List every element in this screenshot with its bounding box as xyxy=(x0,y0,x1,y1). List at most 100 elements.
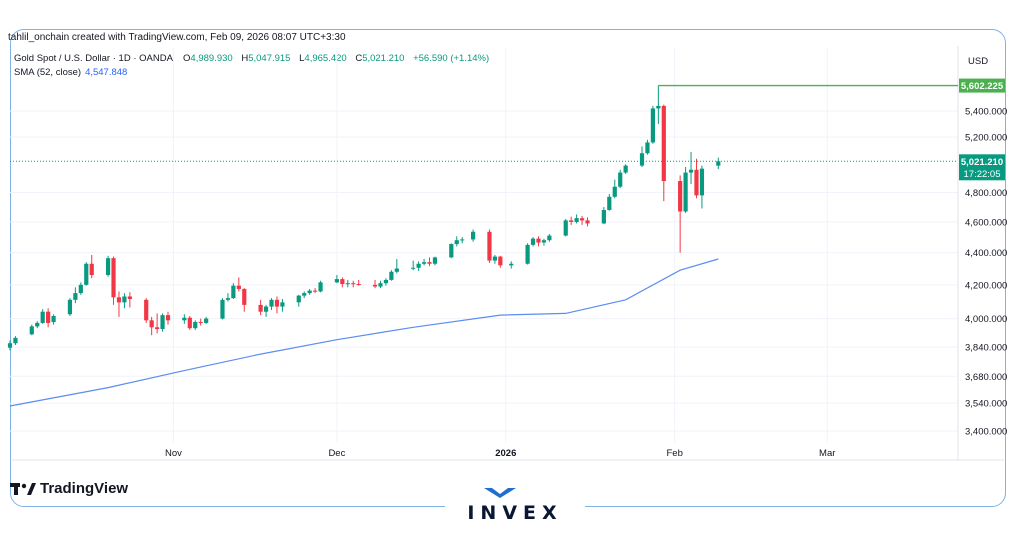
candle-body xyxy=(683,172,688,212)
candle-body xyxy=(84,263,89,285)
price-tick-label: 3,400.000 xyxy=(965,427,1007,438)
candle-body xyxy=(471,231,476,240)
candle-body xyxy=(541,240,547,243)
sma-line xyxy=(9,258,719,407)
candle-body xyxy=(105,258,111,276)
candle-body xyxy=(340,279,345,285)
low-value: 4,965.420 xyxy=(304,53,347,64)
candle-body xyxy=(313,290,318,292)
time-tick-label: Nov xyxy=(165,448,182,459)
attribution-text: tahlil_onchain created with TradingView.… xyxy=(8,32,346,43)
time-tick-label: 2026 xyxy=(495,448,516,459)
candle-body xyxy=(258,304,263,312)
candle-body xyxy=(530,238,536,245)
candle-body xyxy=(498,256,503,266)
candle-body xyxy=(432,257,438,264)
candle-body xyxy=(46,311,51,323)
candle-body xyxy=(601,209,606,224)
low-label: L xyxy=(299,53,305,64)
high-label: H xyxy=(241,53,249,64)
candle-body xyxy=(236,285,241,289)
candle-body xyxy=(492,256,497,261)
price-tick-label: 5,400.000 xyxy=(965,107,1007,118)
symbol-name[interactable]: Gold Spot / U.S. Dollar · 1D · OANDA xyxy=(14,53,173,64)
high-marker-label: 5,602.225 xyxy=(961,81,1004,92)
candle-body xyxy=(454,240,459,245)
candle-body xyxy=(372,284,378,287)
candle-body xyxy=(40,311,45,323)
candle-body xyxy=(144,299,149,321)
last-price-label: 5,021.210 xyxy=(961,157,1003,168)
candle-body xyxy=(127,296,132,299)
candle-body xyxy=(656,105,661,109)
candle-body xyxy=(661,105,666,182)
candle-body xyxy=(699,168,705,196)
candle-body xyxy=(51,315,56,323)
candle-body xyxy=(579,218,585,221)
candle-body xyxy=(334,279,339,283)
close-value: 5,021.210 xyxy=(362,53,405,64)
candle-body xyxy=(639,153,645,166)
candle-body xyxy=(525,244,530,264)
candle-body xyxy=(574,218,579,222)
candle-body xyxy=(269,299,274,307)
symbol-legend: Gold Spot / U.S. Dollar · 1D · OANDA O4,… xyxy=(14,53,495,64)
candle-body xyxy=(204,318,209,323)
candle-body xyxy=(225,298,231,300)
candle-body xyxy=(111,258,116,298)
bar-countdown-label: 17:22:05 xyxy=(964,169,1001,180)
candle-body xyxy=(198,322,203,324)
candle-body xyxy=(263,306,269,312)
candle-body xyxy=(29,326,34,335)
change-value: +56.590 (+1.14%) xyxy=(413,53,490,64)
candle-body xyxy=(356,284,361,286)
tradingview-wordmark: TradingView xyxy=(40,480,129,497)
time-tick-label: Mar xyxy=(819,448,835,459)
currency-label[interactable]: USD xyxy=(968,56,989,67)
tradingview-logo: TradingView xyxy=(10,480,128,497)
candle-body xyxy=(67,299,73,315)
candle-body xyxy=(694,169,699,196)
chart-frame xyxy=(10,29,1006,507)
candle-body xyxy=(678,181,683,212)
time-tick-label: Feb xyxy=(667,448,683,459)
candle-body xyxy=(421,262,427,264)
candle-body xyxy=(13,337,18,344)
candle-body xyxy=(449,244,454,258)
candle-body xyxy=(650,108,655,143)
candle-body xyxy=(7,343,13,348)
last-price-badge xyxy=(959,154,1005,181)
invex-chevron-icon xyxy=(484,488,516,498)
candle-body xyxy=(274,299,280,307)
candle-body xyxy=(35,322,40,327)
candle-body xyxy=(78,284,83,294)
time-tick-label: Dec xyxy=(328,448,345,459)
high-value: 5,047.915 xyxy=(248,53,291,64)
candle-body xyxy=(296,295,301,303)
price-tick-label: 5,200.000 xyxy=(965,133,1007,144)
candle-body xyxy=(242,288,247,305)
sma-value: 4,547.848 xyxy=(85,67,128,78)
candle-body xyxy=(155,327,160,330)
candle-body xyxy=(427,262,432,264)
high-marker-badge xyxy=(959,78,1005,93)
candle-body xyxy=(612,186,617,197)
candle-body xyxy=(487,231,492,261)
candle-body xyxy=(411,267,416,269)
candle-body xyxy=(73,293,78,300)
sma-label[interactable]: SMA (52, close) xyxy=(14,67,82,78)
candle-body xyxy=(149,320,154,328)
candle-body xyxy=(89,263,94,276)
candle-body xyxy=(416,263,421,268)
candle-body xyxy=(585,220,590,224)
price-tick-label: 4,800.000 xyxy=(965,188,1007,199)
tradingview-icon xyxy=(10,482,36,495)
price-tick-label: 4,400.000 xyxy=(965,248,1007,259)
candle-body xyxy=(187,317,192,329)
candle-body xyxy=(383,279,389,284)
candle-body xyxy=(536,238,541,243)
candle-body xyxy=(318,282,323,292)
candle-body xyxy=(623,165,628,173)
invex-logo: INVEX xyxy=(445,498,585,528)
